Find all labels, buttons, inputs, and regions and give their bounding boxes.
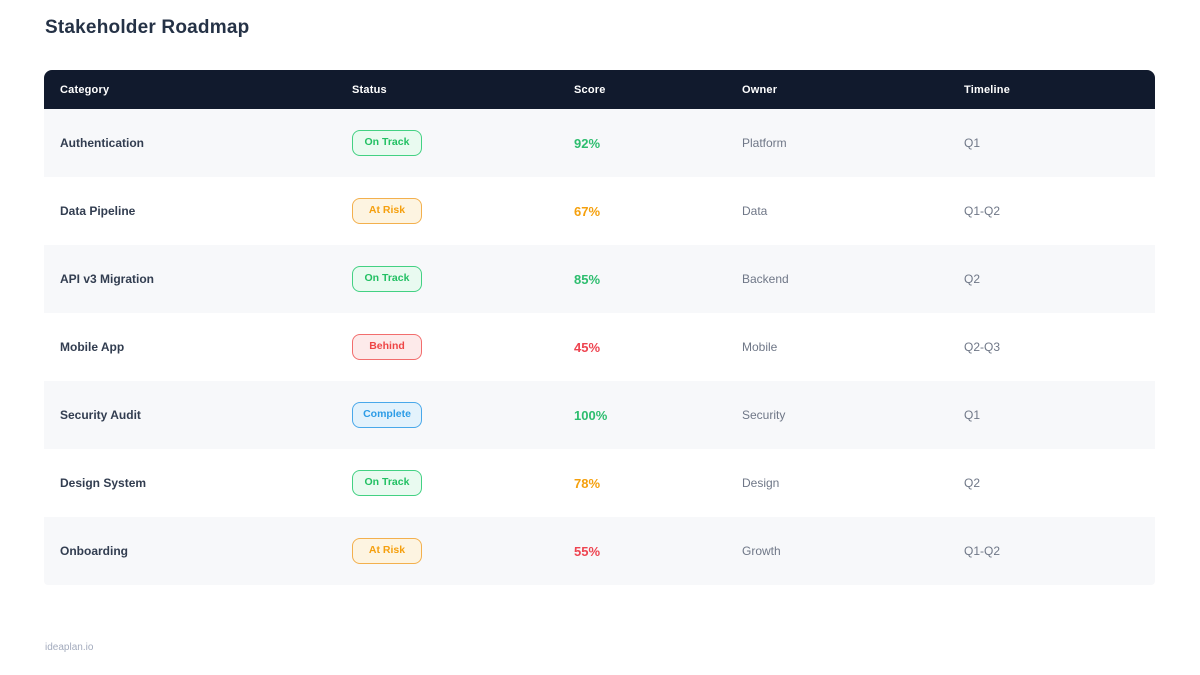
timeline-cell: Q2-Q3 — [964, 340, 1001, 354]
table-row: Security Audit Complete 100% Security Q1 — [44, 381, 1155, 449]
table-body: Authentication On Track 92% Platform Q1 … — [44, 109, 1155, 585]
owner-cell: Security — [742, 408, 786, 422]
page-title: Stakeholder Roadmap — [45, 17, 250, 38]
timeline-cell: Q1 — [964, 408, 981, 422]
table-row: Authentication On Track 92% Platform Q1 — [44, 109, 1155, 177]
score-value: 78% — [574, 475, 601, 491]
category-cell: Data Pipeline — [60, 204, 136, 218]
score-value: 45% — [574, 339, 601, 355]
owner-cell: Mobile — [742, 340, 778, 354]
owner-cell: Growth — [742, 544, 781, 558]
owner-cell: Design — [742, 476, 780, 490]
owner-cell: Data — [742, 204, 768, 218]
column-header-status: Status — [352, 83, 387, 96]
table-row: Mobile App Behind 45% Mobile Q2-Q3 — [44, 313, 1155, 381]
status-badge: Complete — [352, 402, 422, 428]
status-cell: Behind — [336, 334, 558, 360]
footer-brand: ideaplan.io — [45, 642, 94, 653]
status-cell: On Track — [336, 266, 558, 292]
status-cell: Complete — [336, 402, 558, 428]
category-cell: Security Audit — [60, 408, 141, 422]
category-cell: Design System — [60, 476, 147, 490]
status-cell: On Track — [336, 130, 558, 156]
column-header-score: Score — [574, 83, 606, 96]
status-badge: At Risk — [352, 198, 422, 224]
owner-cell: Backend — [742, 272, 789, 286]
status-cell: At Risk — [336, 198, 558, 224]
category-cell: API v3 Migration — [60, 272, 155, 286]
status-cell: At Risk — [336, 538, 558, 564]
category-cell: Authentication — [60, 136, 144, 150]
table-row: API v3 Migration On Track 85% Backend Q2 — [44, 245, 1155, 313]
timeline-cell: Q1-Q2 — [964, 544, 1001, 558]
timeline-cell: Q1 — [964, 136, 981, 150]
owner-cell: Platform — [742, 136, 787, 150]
status-badge: On Track — [352, 130, 422, 156]
timeline-cell: Q2 — [964, 476, 981, 490]
status-badge: On Track — [352, 470, 422, 496]
roadmap-table: Category Status Score Owner Timeline Aut… — [44, 70, 1155, 585]
score-value: 55% — [574, 543, 601, 559]
score-value: 92% — [574, 135, 601, 151]
status-badge: Behind — [352, 334, 422, 360]
category-cell: Mobile App — [60, 340, 125, 354]
score-value: 85% — [574, 271, 601, 287]
category-cell: Onboarding — [60, 544, 128, 558]
status-badge: At Risk — [352, 538, 422, 564]
table-row: Data Pipeline At Risk 67% Data Q1-Q2 — [44, 177, 1155, 245]
column-header-timeline: Timeline — [964, 83, 1011, 96]
status-badge: On Track — [352, 266, 422, 292]
column-header-category: Category — [60, 83, 110, 96]
score-value: 67% — [574, 203, 601, 219]
table-row: Onboarding At Risk 55% Growth Q1-Q2 — [44, 517, 1155, 585]
score-value: 100% — [574, 407, 608, 423]
column-header-owner: Owner — [742, 83, 778, 96]
status-cell: On Track — [336, 470, 558, 496]
timeline-cell: Q1-Q2 — [964, 204, 1001, 218]
table-row: Design System On Track 78% Design Q2 — [44, 449, 1155, 517]
table-header: Category Status Score Owner Timeline — [44, 70, 1155, 109]
timeline-cell: Q2 — [964, 272, 981, 286]
